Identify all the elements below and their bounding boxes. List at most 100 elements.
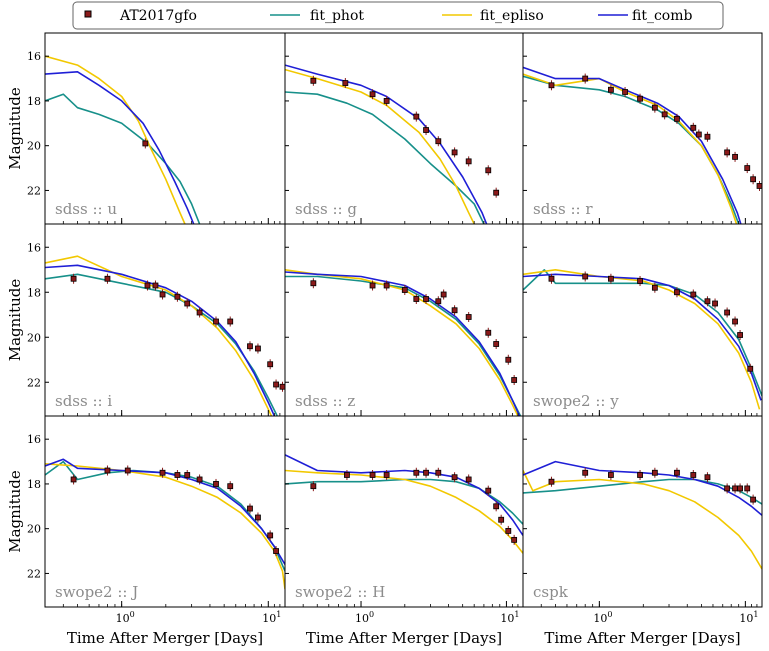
data-point <box>70 273 77 284</box>
legend-label: fit_epliso <box>480 8 544 24</box>
obs-marker <box>423 127 429 133</box>
data-point <box>465 312 472 322</box>
data-point <box>423 294 429 304</box>
legend-label: AT2017gfo <box>119 8 197 24</box>
obs-marker <box>465 314 472 320</box>
data-point <box>498 514 505 525</box>
fit-epliso-line <box>45 463 285 590</box>
obs-marker <box>159 291 166 298</box>
fit-comb-line <box>523 66 742 224</box>
obs-marker <box>750 176 757 183</box>
data-point <box>369 469 376 480</box>
obs-marker <box>465 158 472 165</box>
data-point <box>344 469 350 480</box>
x-tick-label: 101 <box>262 610 281 625</box>
data-point <box>451 147 458 158</box>
panel-frame <box>284 32 524 225</box>
data-point <box>144 280 151 291</box>
obs-marker <box>369 282 376 289</box>
fit-phot-line <box>45 273 278 416</box>
data-point <box>310 278 317 289</box>
data-point <box>608 469 614 480</box>
fit-epliso-line <box>523 73 738 224</box>
x-axis-title: Time After Merger [Days] <box>544 629 740 647</box>
fit-phot-line <box>523 478 762 505</box>
obs-marker <box>511 536 518 543</box>
data-point <box>451 305 458 316</box>
obs-marker <box>744 485 751 492</box>
data-point <box>747 363 754 374</box>
obs-marker <box>756 183 762 189</box>
obs-marker <box>695 131 702 138</box>
data-point <box>124 465 131 476</box>
obs-marker <box>732 485 738 492</box>
obs-marker <box>310 483 317 490</box>
panel-label: swope2 :: y <box>533 392 619 410</box>
data-point <box>608 84 614 95</box>
obs-marker <box>174 293 181 300</box>
y-tick-label: 20 <box>27 140 41 153</box>
obs-marker <box>70 275 77 282</box>
obs-marker <box>247 505 253 512</box>
data-point <box>732 483 738 494</box>
fit-comb-line <box>45 264 276 416</box>
obs-marker <box>732 318 738 325</box>
obs-marker <box>493 189 500 196</box>
fit-epliso-line <box>523 470 762 570</box>
y-tick-label: 20 <box>27 331 41 344</box>
panel-label: swope2 :: J <box>55 583 138 601</box>
data-point <box>213 316 219 327</box>
legend-label: fit_phot <box>310 8 364 24</box>
panel: 100 101 cspk <box>522 415 763 625</box>
data-point <box>104 273 111 284</box>
x-tick-label: 100 <box>355 610 374 625</box>
data-point <box>451 472 458 483</box>
obs-marker <box>548 82 555 89</box>
data-point <box>369 280 376 291</box>
panel-frame <box>522 415 763 608</box>
data-point <box>724 147 731 158</box>
data-point <box>511 375 518 385</box>
data-point <box>267 359 274 370</box>
fit-phot-line <box>45 460 285 572</box>
panel-frame <box>44 223 286 417</box>
data-point <box>674 113 680 124</box>
legend-entry: fit_comb <box>598 8 693 24</box>
data-point <box>695 129 702 140</box>
obs-marker <box>548 275 555 282</box>
x-tick-label: 100 <box>593 610 612 625</box>
data-point <box>582 467 589 478</box>
data-point <box>608 273 614 284</box>
obs-marker <box>435 469 442 476</box>
obs-marker <box>104 467 111 474</box>
data-point <box>548 80 555 91</box>
panel-label: cspk <box>533 583 569 601</box>
data-point <box>255 343 261 354</box>
obs-marker <box>413 296 420 302</box>
data-point <box>383 95 390 106</box>
data-point <box>435 467 442 478</box>
obs-marker <box>505 356 512 363</box>
data-point <box>196 307 203 318</box>
data-point <box>159 467 166 478</box>
obs-marker <box>485 167 492 174</box>
panel-label: swope2 :: H <box>295 583 385 601</box>
data-point <box>724 483 731 494</box>
obs-marker <box>124 467 131 474</box>
data-point <box>435 296 442 307</box>
obs-marker <box>485 329 492 336</box>
fit-comb-line <box>45 71 195 224</box>
data-point <box>548 476 555 487</box>
obs-marker <box>435 138 442 145</box>
fit-epliso-line <box>45 55 186 224</box>
obs-marker <box>196 309 203 316</box>
data-point <box>273 379 279 390</box>
data-point <box>485 327 492 338</box>
data-point <box>732 151 738 162</box>
obs-marker <box>548 478 555 485</box>
obs-marker <box>451 307 458 314</box>
fit-epliso-line <box>523 268 761 410</box>
data-point <box>674 287 680 298</box>
obs-marker <box>369 472 376 478</box>
